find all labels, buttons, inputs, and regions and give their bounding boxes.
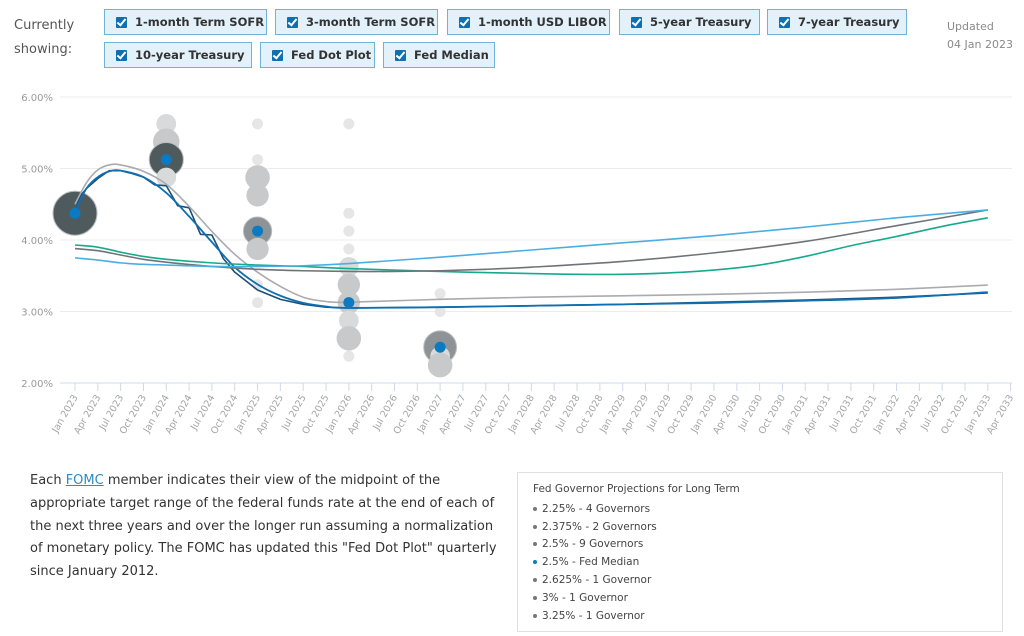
- dot-plot-point: [343, 350, 355, 362]
- bullet-icon: [533, 595, 537, 600]
- checkbox-checked-icon[interactable]: [395, 49, 406, 61]
- legend-toggle-5-year-treasury[interactable]: 5-year Treasury: [619, 9, 760, 35]
- y-tick-label: 2.00%: [21, 379, 53, 390]
- dot-plot-point: [343, 118, 355, 130]
- showing-label-line2: showing:: [14, 42, 73, 57]
- projection-text: 2.375% - 2 Governors: [542, 520, 657, 533]
- y-tick-label: 5.00%: [21, 165, 53, 176]
- projection-item: 2.375% - 2 Governors: [533, 518, 1002, 536]
- legend-label: 1-month USD LIBOR: [478, 15, 607, 29]
- description-text-start: Each: [30, 473, 66, 488]
- showing-label-line1: Currently: [14, 18, 75, 33]
- projection-text: 3% - 1 Governor: [542, 591, 628, 604]
- currently-showing-label: Currently showing:: [14, 14, 74, 62]
- bullet-icon: [533, 542, 537, 547]
- legend-toggle-1-month-usd-libor[interactable]: 1-month USD LIBOR: [447, 9, 610, 35]
- legend-label: 10-year Treasury: [135, 48, 245, 62]
- dot-plot-point: [434, 288, 446, 300]
- projection-item: 2.5% - Fed Median: [533, 553, 1002, 571]
- legend-toggle-10-year-treasury[interactable]: 10-year Treasury: [104, 42, 252, 68]
- updated-date: 04 Jan 2023: [947, 38, 1013, 51]
- updated-info: Updated 04 Jan 2023: [947, 18, 1013, 54]
- projection-text: 2.5% - 9 Governors: [542, 538, 644, 551]
- fed-median-point: [343, 297, 355, 309]
- fed-median-point: [434, 341, 446, 353]
- checkbox-checked-icon[interactable]: [631, 16, 642, 28]
- projection-item: 2.625% - 1 Governor: [533, 571, 1002, 589]
- dot-plot-point: [343, 225, 355, 237]
- legend-label: Fed Dot Plot: [291, 48, 372, 62]
- dot-plot-point: [337, 273, 360, 296]
- series-line-1-month-usd-libor: [74, 163, 988, 304]
- fed-median-point: [160, 154, 172, 166]
- projection-text: 2.625% - 1 Governor: [542, 574, 652, 587]
- dot-plot-point: [246, 184, 269, 207]
- legend-label: Fed Median: [414, 48, 489, 62]
- dot-plot-description: Each FOMC member indicates their view of…: [30, 470, 500, 584]
- updated-label: Updated: [947, 20, 994, 33]
- y-tick-label: 3.00%: [21, 308, 53, 319]
- legend-toggle-7-year-treasury[interactable]: 7-year Treasury: [767, 9, 907, 35]
- dot-plot-point: [156, 113, 177, 134]
- checkbox-checked-icon[interactable]: [459, 16, 470, 28]
- projection-item: 2.25% - 4 Governors: [533, 500, 1002, 518]
- series-line-7-year-treasury: [74, 209, 988, 273]
- fed-median-point: [69, 207, 81, 219]
- checkbox-checked-icon[interactable]: [287, 16, 298, 28]
- bullet-icon: [533, 506, 537, 511]
- legend-label: 5-year Treasury: [650, 15, 752, 29]
- bullet-icon: [533, 560, 537, 565]
- checkbox-checked-icon[interactable]: [116, 16, 127, 28]
- legend-label: 1-month Term SOFR: [135, 15, 265, 29]
- series-line-10-year-treasury: [74, 209, 988, 268]
- fomc-link[interactable]: FOMC: [65, 473, 104, 488]
- checkbox-checked-icon[interactable]: [779, 16, 790, 28]
- legend-label: 3-month Term SOFR: [306, 15, 436, 29]
- dot-plot-point: [252, 154, 264, 166]
- bullet-icon: [533, 613, 537, 618]
- dot-plot-point: [427, 352, 453, 378]
- y-tick-label: 4.00%: [21, 236, 53, 247]
- projection-text: 2.25% - 4 Governors: [542, 502, 651, 515]
- series-line-5-year-treasury: [74, 217, 988, 276]
- description-text-end: member indicates their view of the midpo…: [30, 473, 497, 580]
- bullet-icon: [533, 524, 537, 529]
- bullet-icon: [533, 578, 537, 583]
- projection-item: 3% - 1 Governor: [533, 589, 1002, 607]
- projections-list: 2.25% - 4 Governors 2.375% - 2 Governors 2…: [533, 500, 1002, 625]
- checkbox-checked-icon[interactable]: [116, 49, 127, 61]
- dot-plot-point: [336, 326, 362, 351]
- series-line-1-month-term-sofr: [74, 169, 988, 309]
- dot-plot-point: [252, 297, 264, 309]
- dot-plot-point: [434, 306, 446, 317]
- legend-toggle-fed-dot-plot[interactable]: Fed Dot Plot: [260, 42, 375, 68]
- projection-item: 3.25% - 1 Governor: [533, 607, 1002, 625]
- legend-toggle-1-month-term-sofr[interactable]: 1-month Term SOFR: [104, 9, 267, 35]
- legend-toggle-3-month-term-sofr[interactable]: 3-month Term SOFR: [275, 9, 438, 35]
- projection-text: 3.25% - 1 Governor: [542, 609, 645, 622]
- projection-text: 2.5% - Fed Median: [542, 556, 640, 569]
- dot-plot-point: [343, 207, 355, 219]
- dot-plot-point: [252, 118, 264, 130]
- dot-plot-point: [156, 167, 177, 188]
- dot-plot-point: [343, 243, 355, 255]
- fed-median-point: [252, 225, 264, 237]
- projection-item: 2.5% - 9 Governors: [533, 536, 1002, 554]
- governor-projections-panel: Fed Governor Projections for Long Term 2…: [517, 472, 1003, 632]
- legend-toggle-fed-median[interactable]: Fed Median: [383, 42, 495, 68]
- series-line-3-month-term-sofr: [74, 169, 988, 309]
- checkbox-checked-icon[interactable]: [272, 49, 283, 61]
- dot-plot-point: [339, 310, 359, 331]
- dot-plot-point: [246, 237, 269, 261]
- legend-label: 7-year Treasury: [798, 15, 900, 29]
- y-tick-label: 6.00%: [21, 93, 53, 104]
- dot-plot-point: [245, 165, 270, 190]
- projections-title: Fed Governor Projections for Long Term: [533, 483, 740, 495]
